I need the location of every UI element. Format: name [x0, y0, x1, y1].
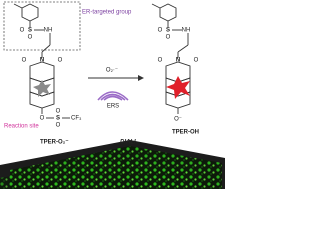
- atom: NH: [44, 28, 53, 34]
- atom: S: [166, 28, 170, 34]
- group-box: [3, 1, 81, 51]
- atom: O: [40, 116, 45, 122]
- stimulus: O₂·⁻: [106, 68, 118, 74]
- product-name: TPER-OH: [172, 130, 199, 136]
- atom: O: [28, 35, 33, 41]
- method: DIALI: [120, 140, 136, 146]
- group-label: ER-targeted group: [82, 10, 132, 16]
- microscopy-images: [0, 140, 225, 189]
- atom: N: [40, 58, 44, 64]
- atom: O: [56, 123, 61, 129]
- atom: O: [158, 28, 163, 34]
- atom: S: [56, 116, 60, 122]
- atom: O: [158, 58, 163, 64]
- atom: NH: [182, 28, 191, 34]
- atom: O: [56, 109, 61, 115]
- atom: S: [28, 28, 32, 34]
- atom: O: [20, 28, 25, 34]
- atom: N: [176, 58, 180, 64]
- graphical-abstract: S O O NH O N O O S O O CF₃ ER-targeted g…: [0, 1, 225, 189]
- probe-structure: [13, 3, 70, 119]
- atom: CF₃: [71, 116, 82, 122]
- organelle: ERS: [107, 104, 119, 110]
- site-label: Reaction site: [4, 124, 39, 130]
- atom: O: [22, 58, 27, 64]
- atom: O: [194, 58, 199, 64]
- product-structure: [151, 3, 191, 114]
- atom: O⁻: [174, 117, 182, 123]
- atom: O: [166, 35, 171, 41]
- arrow-head: [138, 75, 144, 81]
- er-icon: [97, 91, 129, 101]
- atom: O: [58, 58, 63, 64]
- probe-name: TPER-O₂⁻: [40, 140, 69, 146]
